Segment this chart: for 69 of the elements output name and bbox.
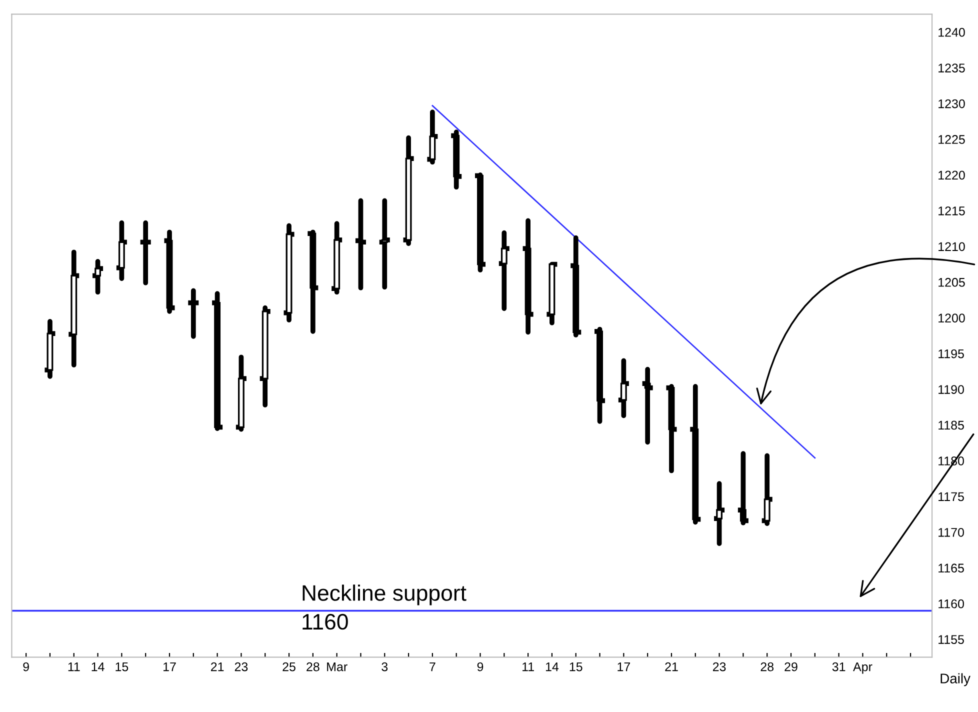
candlestick [234,354,249,432]
candlestick [712,481,727,546]
y-tick-label: 1195 [938,349,964,358]
y-tick-label: 1225 [938,135,965,144]
candlestick [759,453,775,526]
candlestick [640,366,656,445]
y-tick-label: 1185 [938,420,964,430]
candlestick [544,262,560,326]
y-tick-label: 1210 [938,242,965,252]
x-tick-label: 15 [570,662,582,672]
candlestick [66,250,82,368]
x-tick-label: 9 [23,662,29,672]
ref-line-label: Neckline support 1160 [302,584,466,630]
x-tick-label: 28 [760,662,774,672]
x-tick-label: 3 [382,662,388,672]
candlestick [496,230,512,311]
x-tick-label: Mar [327,662,348,672]
x-tick-label: 17 [618,662,630,672]
y-tick-label: 1190 [938,385,964,394]
x-tick-label: 7 [430,662,436,672]
candlestick [664,384,680,474]
candlestick [305,230,321,334]
x-tick-label: 28 [306,662,320,672]
candlestick [400,135,416,246]
candlestick [186,288,202,339]
y-tick-label: 1240 [938,28,965,37]
candlestick [376,198,392,290]
candlestick [424,110,440,165]
candlestick [568,235,584,338]
x-tick-label: 17 [164,662,176,672]
x-tick-label: 23 [712,662,726,672]
candlestick [114,220,130,281]
x-tick-label: 14 [92,662,104,672]
y-tick-label: 1165 [938,564,964,573]
candlestick [448,130,464,190]
candlestick [138,220,154,286]
candlestick [688,384,704,525]
x-tick-label: 29 [784,662,798,672]
y-tick-label: 1220 [938,170,965,180]
x-tick-label: 23 [234,662,248,672]
candlestick [736,451,751,526]
y-tick-label: 1235 [938,64,965,72]
y-tick-label: 1200 [938,314,965,322]
y-tick-label: 1160 [938,599,964,608]
y-tick-label: 1230 [938,99,965,108]
candlestick [329,221,345,295]
x-tick-label: 15 [116,662,128,672]
y-tick-label: 1170 [938,528,964,537]
x-tick-label: 9 [477,662,484,672]
candlestick [281,223,297,322]
candlestick [42,318,58,379]
candlestick [520,218,536,335]
x-tick-label: 21 [210,662,224,672]
x-axis-title: Daily [940,673,970,686]
y-tick-label: 1155 [938,635,964,644]
candlestick [353,198,368,290]
y-tick-label: 1175 [938,492,964,502]
y-tick-label: 1205 [938,278,965,287]
x-tick-label: 11 [68,662,80,672]
candlestick [616,358,632,418]
x-tick-label: 25 [282,662,296,672]
x-tick-label: 14 [546,662,559,672]
candlestick [257,305,273,408]
x-tick-label: 21 [665,662,678,672]
y-tick-label: 1215 [938,206,965,216]
x-tick-label: 11 [522,662,534,672]
candlestick [90,258,106,295]
x-tick-label: 31 [832,662,846,672]
x-tick-label: Apr [853,662,872,674]
